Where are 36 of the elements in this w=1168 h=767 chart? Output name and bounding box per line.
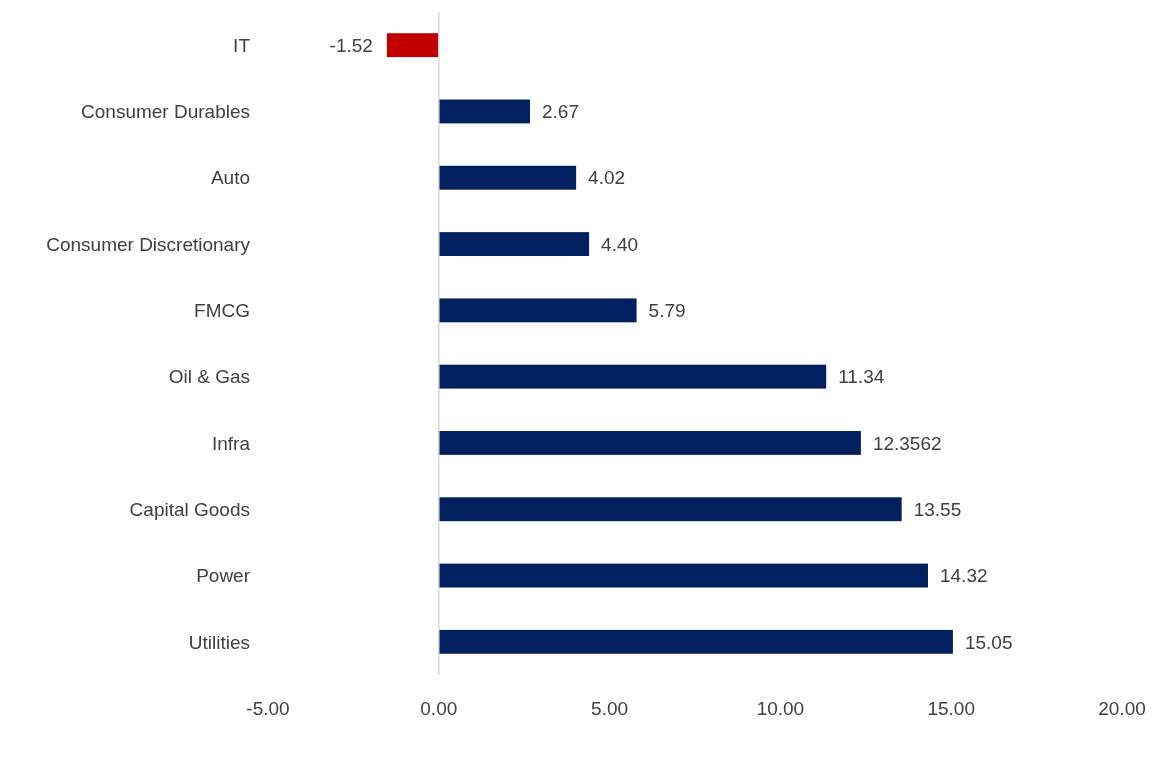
y-tick-label: Consumer Durables	[81, 101, 250, 123]
data-label: 2.67	[542, 101, 579, 123]
bar	[438, 298, 637, 323]
bar	[386, 33, 439, 58]
bar	[438, 364, 827, 389]
data-label: 4.40	[601, 233, 639, 255]
bar	[438, 431, 861, 455]
bar	[438, 232, 590, 256]
y-tick-label: Consumer Discretionary	[46, 233, 251, 255]
x-tick-label: -5.00	[246, 698, 290, 719]
bar	[438, 99, 531, 124]
bar	[438, 165, 577, 190]
x-tick-label: 0.00	[420, 698, 458, 719]
y-tick-label: FMCG	[194, 300, 250, 321]
data-label: 12.3562	[872, 432, 942, 454]
bar	[438, 497, 902, 522]
y-tick-label: IT	[233, 34, 251, 56]
data-label: 13.55	[913, 498, 962, 520]
bar	[438, 563, 928, 588]
x-tick-label: 5.00	[591, 698, 629, 719]
data-label: 11.34	[838, 366, 885, 388]
data-label: 5.79	[648, 300, 686, 321]
data-label: 15.05	[964, 631, 1013, 653]
data-label: 4.02	[588, 167, 626, 189]
x-tick-label: 15.00	[927, 698, 975, 719]
data-label: 14.32	[939, 565, 988, 587]
bar	[438, 629, 953, 654]
y-tick-label: Auto	[210, 167, 250, 189]
x-tick-label: 20.00	[1098, 698, 1146, 719]
y-tick-label: Capital Goods	[129, 498, 250, 520]
y-tick-label: Power	[196, 565, 251, 587]
y-tick-label: Oil & Gas	[168, 366, 250, 388]
data-label: -1.52	[329, 34, 373, 56]
y-tick-label: Infra	[211, 432, 251, 454]
y-tick-label: Utilities	[188, 631, 250, 653]
x-tick-label: 10.00	[756, 698, 805, 719]
